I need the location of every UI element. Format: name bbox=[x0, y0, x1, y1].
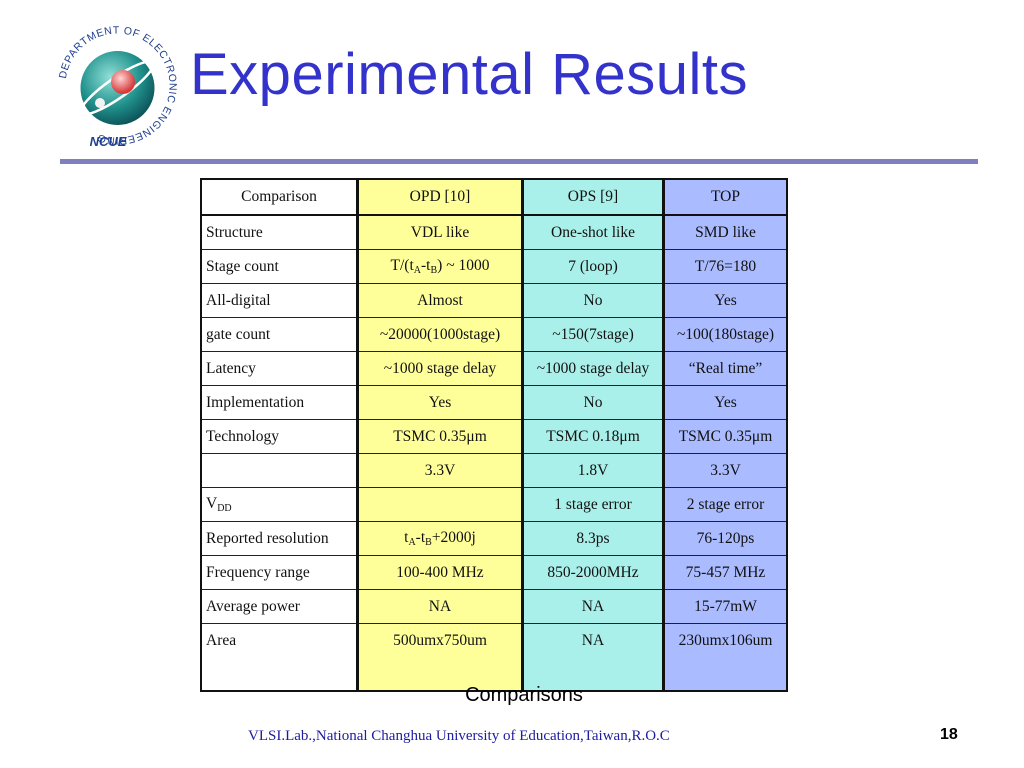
table-cell bbox=[521, 657, 664, 692]
table-cell: T/76=180 bbox=[662, 249, 788, 284]
table-row: Latency ~1000 stage delay ~1000 stage de… bbox=[200, 351, 788, 386]
table-cell: No bbox=[521, 283, 664, 318]
formula-part: -t bbox=[415, 529, 426, 546]
table-cell: No bbox=[521, 385, 664, 420]
ncue-logo: DEPARTMENT OF ELECTRONIC ENGINEERING NCU… bbox=[57, 24, 178, 149]
row-label bbox=[200, 657, 358, 692]
table-cell: 76-120ps bbox=[662, 521, 788, 556]
table-cell: tA-tB+2000j bbox=[356, 521, 523, 556]
header-cell: OPD [10] bbox=[356, 178, 523, 216]
formula-part: T/(t bbox=[390, 257, 414, 274]
table-cell: 1 stage error bbox=[521, 487, 664, 522]
header-cell: Comparison bbox=[200, 178, 358, 216]
table-cell: 3.3V bbox=[356, 453, 523, 488]
row-label: VDD bbox=[200, 487, 358, 522]
table-cell: ~20000(1000stage) bbox=[356, 317, 523, 352]
table-row: 3.3V 1.8V 3.3V bbox=[200, 453, 788, 488]
table-row: All-digital Almost No Yes bbox=[200, 283, 788, 318]
page-number: 18 bbox=[940, 726, 958, 743]
table-cell: ~100(180stage) bbox=[662, 317, 788, 352]
table-cell: Yes bbox=[662, 385, 788, 420]
white-sphere-icon bbox=[95, 98, 105, 108]
formula-subscript: A bbox=[413, 265, 422, 276]
row-label: Latency bbox=[200, 351, 358, 386]
table-row: Implementation Yes No Yes bbox=[200, 385, 788, 420]
table-cell: SMD like bbox=[662, 214, 788, 250]
table-cell: 3.3V bbox=[662, 453, 788, 488]
table-cell: 15-77mW bbox=[662, 589, 788, 624]
table-cell: ~150(7stage) bbox=[521, 317, 664, 352]
header-cell: OPS [9] bbox=[521, 178, 664, 216]
slide-title: Experimental Results bbox=[190, 42, 748, 107]
row-label: gate count bbox=[200, 317, 358, 352]
table-cell: Yes bbox=[662, 283, 788, 318]
footer-text: VLSI.Lab.,National Changhua University o… bbox=[248, 728, 670, 744]
table-cell: One-shot like bbox=[521, 214, 664, 250]
table-row: Technology TSMC 0.35μm TSMC 0.18μm TSMC … bbox=[200, 419, 788, 454]
formula-part: t bbox=[404, 529, 409, 546]
formula-part: ) ~ 1000 bbox=[437, 257, 490, 274]
table-cell: NA bbox=[356, 589, 523, 624]
table-cell: 500umx750um bbox=[356, 623, 523, 657]
table-row: Average power NA NA 15-77mW bbox=[200, 589, 788, 624]
formula-subscript: B bbox=[425, 537, 432, 548]
table-row: Structure VDL like One-shot like SMD lik… bbox=[200, 214, 788, 250]
row-label: Technology bbox=[200, 419, 358, 454]
logo-abbr: NCUE bbox=[90, 134, 127, 149]
row-label: Reported resolution bbox=[200, 521, 358, 556]
row-label: Implementation bbox=[200, 385, 358, 420]
table-cell: ~1000 stage delay bbox=[521, 351, 664, 386]
table-caption: Comparisons bbox=[465, 684, 583, 706]
table-cell: Yes bbox=[356, 385, 523, 420]
row-label: Area bbox=[200, 623, 358, 657]
table-cell: TSMC 0.35μm bbox=[356, 419, 523, 454]
red-sphere-icon bbox=[111, 70, 135, 94]
table-cell: Almost bbox=[356, 283, 523, 318]
table-row: Reported resolution tA-tB+2000j 8.3ps 76… bbox=[200, 521, 788, 556]
table-cell: T/(tA-tB) ~ 1000 bbox=[356, 249, 523, 284]
title-divider bbox=[60, 159, 978, 164]
table-cell: ~1000 stage delay bbox=[356, 351, 523, 386]
table-row: VDD 1 stage error 2 stage error bbox=[200, 487, 788, 522]
table-cell: TSMC 0.35μm bbox=[662, 419, 788, 454]
comparison-table-container: Comparison OPD [10] OPS [9] TOP Structur… bbox=[200, 178, 788, 692]
row-label: Stage count bbox=[200, 249, 358, 284]
table-cell: 75-457 MHz bbox=[662, 555, 788, 590]
table-cell: TSMC 0.18μm bbox=[521, 419, 664, 454]
table-cell: 2 stage error bbox=[662, 487, 788, 522]
formula-part: +2000j bbox=[431, 529, 476, 546]
table-cell: 8.3ps bbox=[521, 521, 664, 556]
table-cell bbox=[662, 657, 788, 692]
vdd-main: V bbox=[206, 495, 218, 512]
table-cell: 230umx106um bbox=[662, 623, 788, 657]
table-row: Area 500umx750um NA 230umx106um bbox=[200, 623, 788, 657]
table-cell: 850-2000MHz bbox=[521, 555, 664, 590]
table-cell: “Real time” bbox=[662, 351, 788, 386]
formula-subscript: B bbox=[430, 265, 438, 276]
table-cell: NA bbox=[521, 623, 664, 657]
row-label: Structure bbox=[200, 214, 358, 250]
table-cell: 1.8V bbox=[521, 453, 664, 488]
table-cell bbox=[356, 487, 523, 522]
table-cell bbox=[356, 657, 523, 692]
table-cell: 100-400 MHz bbox=[356, 555, 523, 590]
table-row: gate count ~20000(1000stage) ~150(7stage… bbox=[200, 317, 788, 352]
comparison-table: Comparison OPD [10] OPS [9] TOP Structur… bbox=[200, 178, 788, 692]
row-label: Frequency range bbox=[200, 555, 358, 590]
row-label: Average power bbox=[200, 589, 358, 624]
row-label: All-digital bbox=[200, 283, 358, 318]
table-cell: VDL like bbox=[356, 214, 523, 250]
vdd-subscript: DD bbox=[217, 503, 232, 514]
formula-subscript: A bbox=[408, 537, 416, 548]
table-cell: 7 (loop) bbox=[521, 249, 664, 284]
header-cell: TOP bbox=[662, 178, 788, 216]
table-row bbox=[200, 657, 788, 692]
row-label bbox=[200, 453, 358, 488]
formula-part: -t bbox=[421, 257, 431, 274]
table-cell: NA bbox=[521, 589, 664, 624]
table-header-row: Comparison OPD [10] OPS [9] TOP bbox=[200, 178, 788, 216]
table-row: Stage count T/(tA-tB) ~ 1000 7 (loop) T/… bbox=[200, 249, 788, 284]
table-row: Frequency range 100-400 MHz 850-2000MHz … bbox=[200, 555, 788, 590]
